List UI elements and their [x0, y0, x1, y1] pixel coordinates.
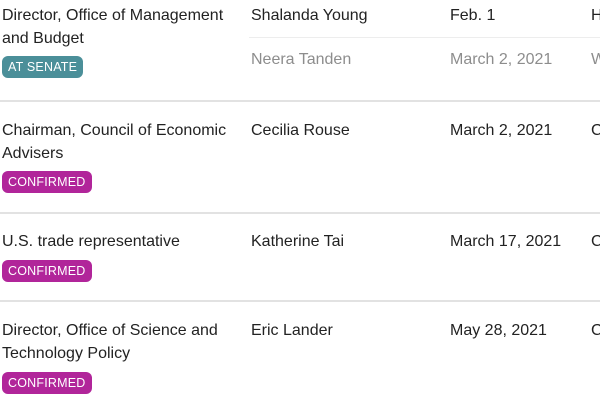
position-title: Chairman, Council of Economic Advisers [2, 122, 227, 162]
nominee-name: Katherine Tai [251, 233, 345, 250]
position-title: Director, Office of Science and Technolo… [2, 322, 218, 362]
table-row-cea: Chairman, Council of Economic Advisers C… [0, 102, 600, 212]
row-divider [0, 212, 600, 214]
nominee-name: Cecilia Rouse [251, 122, 350, 139]
nominee-name: Shalanda Young [251, 7, 368, 24]
nominee-divider [249, 37, 600, 38]
table-row-ustr: U.S. trade representative CONFIRMED Kath… [0, 214, 600, 300]
nominee-status: C [591, 322, 600, 339]
nomination-date: March 2, 2021 [450, 122, 553, 139]
nominee-status: C [591, 233, 600, 250]
status-badge-confirmed: CONFIRMED [2, 260, 92, 282]
nomination-date: March 17, 2021 [450, 233, 562, 250]
row-divider [0, 100, 600, 102]
nominee-name-withdrawn: Neera Tanden [251, 51, 352, 68]
status-badge-confirmed: CONFIRMED [2, 171, 92, 193]
row-divider [0, 300, 600, 302]
nominee-status: H [591, 7, 600, 24]
nominee-status-withdrawn: W [591, 51, 600, 68]
nomination-date-withdrawn: March 2, 2021 [450, 51, 553, 68]
nominee-status: C [591, 122, 600, 139]
nomination-date: Feb. 1 [450, 7, 496, 24]
position-title: Director, Office of Management and Budge… [2, 7, 224, 47]
position-title: U.S. trade representative [2, 233, 180, 250]
status-badge-confirmed: CONFIRMED [2, 372, 92, 394]
nominee-name: Eric Lander [251, 322, 333, 339]
table-row-ostp: Director, Office of Science and Technolo… [0, 302, 600, 400]
status-badge-at-senate: AT SENATE [2, 56, 84, 78]
nomination-date: May 28, 2021 [450, 322, 547, 339]
table-row-omb: Director, Office of Management and Budge… [0, 0, 600, 100]
